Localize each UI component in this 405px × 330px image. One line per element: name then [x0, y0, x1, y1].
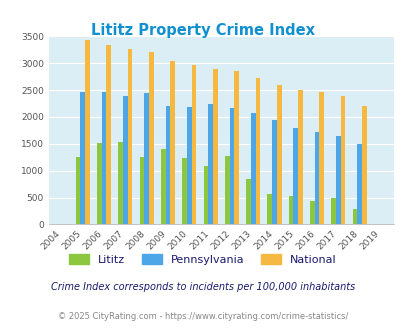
Bar — [165, 106, 170, 224]
Bar — [361, 106, 366, 224]
Bar — [85, 40, 90, 224]
Text: © 2025 CityRating.com - https://www.cityrating.com/crime-statistics/: © 2025 CityRating.com - https://www.city… — [58, 312, 347, 321]
Bar — [106, 46, 111, 224]
Bar — [293, 128, 297, 224]
Bar — [330, 198, 335, 224]
Bar — [234, 71, 239, 224]
Bar — [97, 143, 102, 224]
Bar — [319, 92, 323, 224]
Bar — [161, 149, 165, 224]
Bar — [128, 49, 132, 224]
Bar — [297, 90, 302, 224]
Bar — [288, 196, 293, 224]
Legend: Lititz, Pennsylvania, National: Lititz, Pennsylvania, National — [65, 250, 340, 269]
Bar — [76, 157, 80, 224]
Bar — [309, 201, 314, 224]
Bar — [224, 156, 229, 224]
Bar — [356, 144, 361, 224]
Bar — [276, 85, 281, 224]
Bar — [229, 108, 234, 224]
Text: Crime Index corresponds to incidents per 100,000 inhabitants: Crime Index corresponds to incidents per… — [51, 282, 354, 292]
Bar — [191, 65, 196, 224]
Bar — [118, 142, 123, 224]
Bar — [149, 52, 153, 224]
Bar — [352, 209, 356, 224]
Bar — [203, 166, 208, 224]
Bar — [208, 104, 213, 224]
Bar — [144, 93, 149, 224]
Bar — [271, 120, 276, 224]
Bar — [213, 69, 217, 224]
Bar — [245, 179, 250, 224]
Bar — [250, 113, 255, 224]
Bar — [335, 136, 340, 224]
Bar — [123, 96, 128, 224]
Bar — [267, 194, 271, 224]
Bar — [187, 107, 191, 224]
Bar — [314, 132, 319, 224]
Bar — [80, 92, 85, 224]
Bar — [139, 157, 144, 224]
Bar — [170, 61, 175, 224]
Bar — [102, 92, 106, 224]
Bar — [340, 96, 345, 224]
Bar — [255, 78, 260, 224]
Bar — [182, 158, 187, 224]
Text: Lititz Property Crime Index: Lititz Property Crime Index — [91, 23, 314, 38]
